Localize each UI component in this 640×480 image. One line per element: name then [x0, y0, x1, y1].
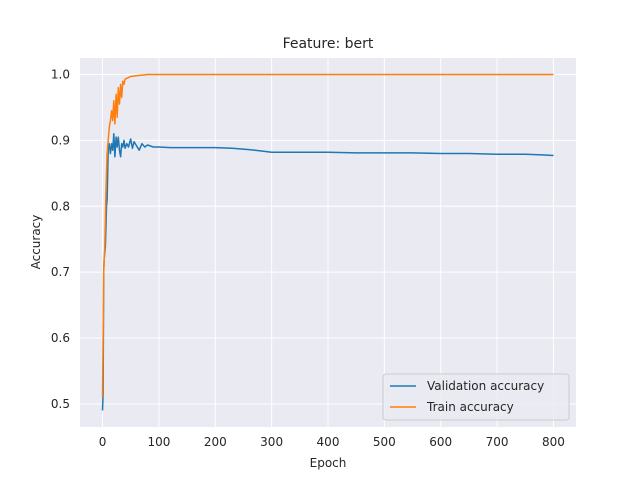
validation-accuracy-line	[101, 133, 554, 411]
legend: Validation accuracy Train accuracy	[382, 373, 570, 421]
legend-label-validation: Validation accuracy	[427, 379, 544, 393]
y-axis-label: Accuracy	[29, 215, 43, 270]
x-tick-label: 800	[542, 435, 565, 449]
y-tick-label: 0.9	[51, 133, 70, 147]
x-tick-labels: 0 100 200 300 400 500 600 700 800	[99, 435, 565, 449]
y-tick-label: 0.5	[51, 397, 70, 411]
x-tick-label: 200	[204, 435, 227, 449]
x-axis-label: Epoch	[310, 456, 347, 470]
y-tick-label: 0.7	[51, 265, 70, 279]
x-tick-label: 600	[429, 435, 452, 449]
legend-box	[382, 373, 570, 421]
x-tick-label: 400	[317, 435, 340, 449]
x-tick-label: 0	[99, 435, 107, 449]
chart-title: Feature: bert	[283, 36, 374, 52]
legend-label-train: Train accuracy	[426, 400, 514, 414]
x-tick-label: 700	[486, 435, 509, 449]
y-tick-labels: 0.5 0.6 0.7 0.8 0.9 1.0	[51, 67, 70, 410]
x-tick-label: 500	[373, 435, 396, 449]
x-tick-label: 300	[260, 435, 283, 449]
y-tick-label: 0.8	[51, 199, 70, 213]
y-tick-label: 0.6	[51, 331, 70, 345]
series-lines	[101, 73, 554, 411]
y-tick-label: 1.0	[51, 67, 70, 81]
x-tick-label: 100	[147, 435, 170, 449]
train-accuracy-line	[101, 73, 554, 398]
